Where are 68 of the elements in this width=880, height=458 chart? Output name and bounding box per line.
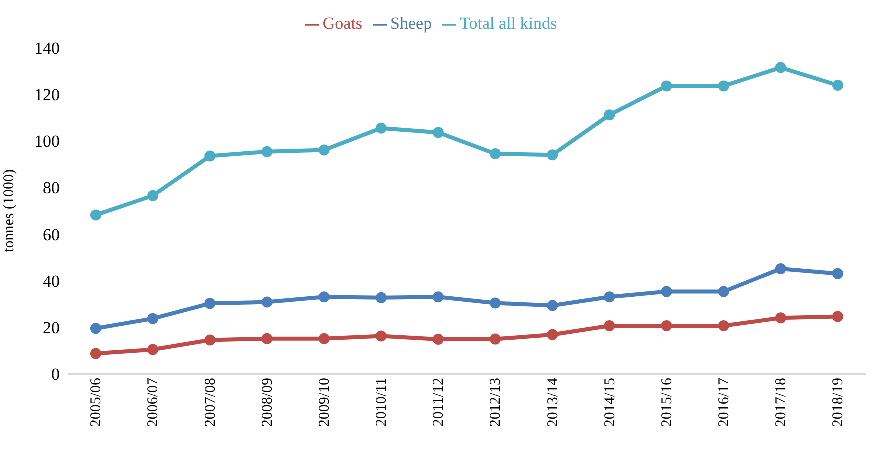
x-tick-label: 2013/14 [545, 378, 562, 428]
point [775, 62, 786, 74]
point [547, 150, 558, 161]
point [318, 292, 330, 303]
point [832, 268, 844, 280]
point [718, 80, 730, 92]
x-tick-label: 2015/16 [659, 378, 676, 428]
point [376, 330, 387, 342]
x-tick-label: 2016/17 [716, 378, 732, 428]
point [775, 263, 786, 274]
x-tick-label: 2006/07 [146, 378, 162, 428]
y-tick-label: 40 [43, 272, 60, 291]
point [148, 190, 159, 202]
point [148, 313, 159, 324]
point [262, 296, 273, 308]
point [204, 334, 216, 346]
point [376, 292, 387, 304]
point [376, 122, 387, 134]
point [490, 334, 502, 345]
x-tick-label: 2009/10 [316, 378, 333, 428]
y-tick-label: 0 [52, 365, 60, 384]
point [90, 210, 102, 221]
y-tick-label: 60 [43, 225, 60, 244]
point [432, 334, 444, 346]
point [775, 312, 786, 324]
point [604, 320, 616, 332]
point [490, 298, 502, 309]
y-tick-label: 20 [43, 318, 60, 338]
legend-label: Goats [322, 14, 363, 33]
x-tick-label: 2014/15 [602, 378, 618, 428]
y-tick-label: 80 [43, 178, 60, 198]
point [661, 320, 672, 332]
y-tick-label: 140 [34, 39, 60, 58]
y-axis-title: tonnes (1000) [1, 170, 18, 252]
point [604, 292, 616, 303]
point [718, 320, 730, 332]
point [204, 150, 216, 162]
legend-label: Total all kinds [460, 14, 558, 33]
point [661, 80, 672, 92]
y-tick-label: 120 [34, 86, 60, 105]
point [90, 348, 102, 360]
legend-label: Sheep [390, 14, 432, 33]
point [604, 110, 616, 121]
point [318, 144, 330, 156]
point [432, 127, 444, 138]
point [547, 300, 558, 312]
point [832, 80, 844, 91]
point [148, 344, 159, 356]
point [204, 298, 216, 310]
point [832, 311, 844, 322]
point [262, 333, 273, 344]
x-tick-label: 2008/09 [260, 378, 276, 428]
x-tick-label: 2011/12 [431, 378, 448, 427]
x-tick-label: 2012/13 [488, 378, 504, 428]
x-tick-label: 2010/11 [374, 378, 390, 427]
x-tick-label: 2018/19 [830, 378, 847, 428]
x-tick-label: 2005/06 [88, 378, 105, 428]
point [547, 329, 558, 340]
point [90, 323, 102, 334]
x-tick-label: 2017/18 [774, 378, 790, 428]
point [318, 333, 330, 344]
x-tick-label: 2007/08 [202, 378, 219, 428]
point [718, 286, 730, 298]
point [432, 292, 444, 303]
point [490, 148, 502, 160]
y-tick-label: 100 [34, 132, 60, 152]
point [262, 146, 273, 158]
point [661, 286, 672, 298]
